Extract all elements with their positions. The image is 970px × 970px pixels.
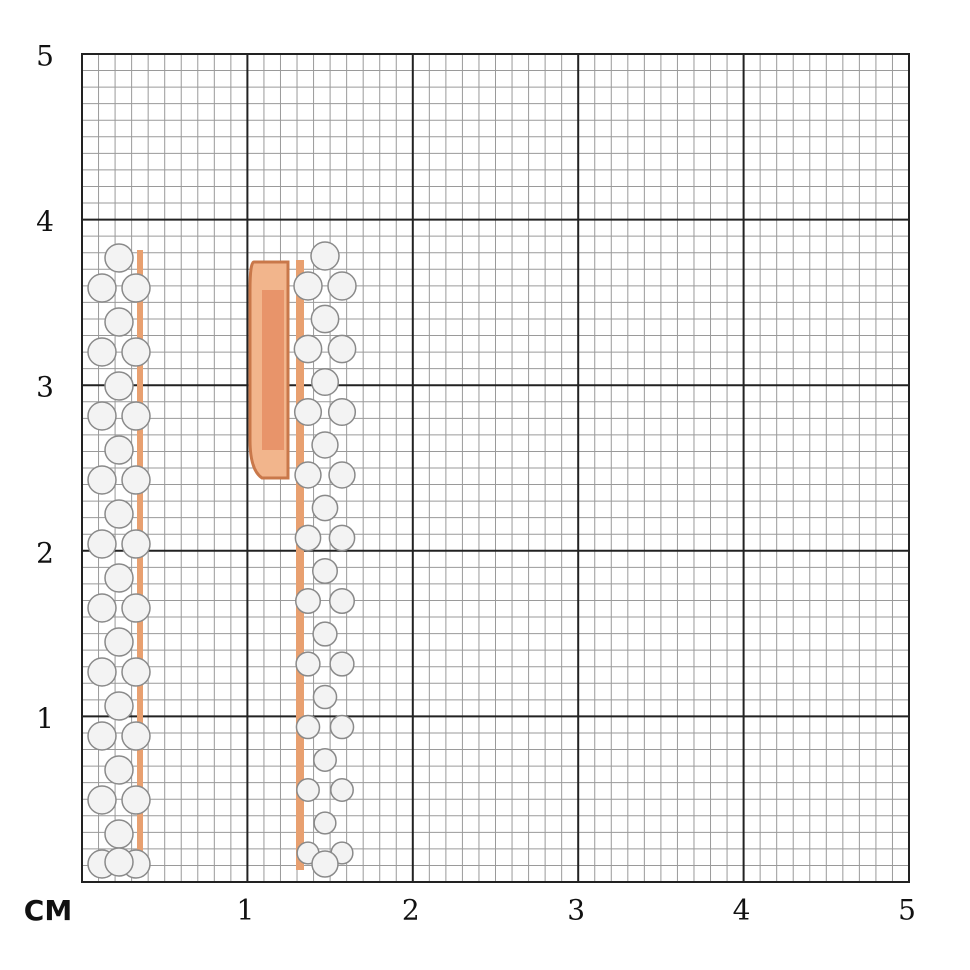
diamond [104,307,134,337]
diamond [329,714,355,740]
earrings [87,241,357,879]
scale-labels: 1 2 3 4 5 1 2 3 4 5 [36,40,916,927]
diamond [104,563,134,593]
diamond [104,819,134,849]
diamond [294,524,322,552]
diamond [312,684,338,710]
diamond [104,371,134,401]
diamond [294,461,322,489]
diamond [104,847,134,877]
diamond [310,304,340,334]
x-scale-label: 1 [236,894,254,927]
diamond [311,850,339,878]
diamond [104,627,134,657]
diamond [311,494,339,522]
diamond [327,271,357,301]
diamond [295,588,321,614]
diamond [310,241,340,271]
diamond [87,785,117,815]
y-scale-label: 4 [36,205,54,238]
y-scale-label: 3 [36,371,54,404]
diamond [295,714,321,740]
diamond [293,397,323,427]
diamond [104,691,134,721]
x-scale-label: 2 [402,894,420,927]
diamond [328,461,356,489]
y-scale-label: 5 [36,40,54,73]
diamond [121,785,151,815]
diamond [87,465,117,495]
minor-grid [82,54,909,882]
diamond [293,334,323,364]
diamond [311,431,339,459]
y-scale-label: 1 [36,702,54,735]
diamond [329,588,355,614]
diamond [121,273,151,303]
diamond [121,721,151,751]
diamond [87,593,117,623]
major-grid [82,53,910,882]
diamond [121,401,151,431]
diamond [104,435,134,465]
y-scale-label: 2 [36,536,54,569]
diamond [296,778,320,802]
diamond [330,778,354,802]
diamond [87,721,117,751]
diamond [104,499,134,529]
diamond [327,397,357,427]
x-scale-label: 4 [733,894,751,927]
x-scale-label: 3 [567,894,585,927]
diamond [329,651,355,677]
diamond [310,367,340,397]
diamond [121,337,151,367]
diamond [87,529,117,559]
diamond [313,748,337,772]
diamond [293,271,323,301]
diamond [328,524,356,552]
diamond [104,243,134,273]
diamond [295,651,321,677]
x-scale-label: 5 [898,894,916,927]
unit-label: CM [24,894,72,927]
diamond [121,593,151,623]
diamond [87,273,117,303]
diamond [312,621,338,647]
diamond [121,657,151,687]
diamond [312,558,338,584]
diamond [104,755,134,785]
diamond [121,529,151,559]
diamond [87,657,117,687]
diamond [87,401,117,431]
diamond [327,334,357,364]
diamond [313,811,337,835]
diamond [121,465,151,495]
diamond [87,337,117,367]
hook-inner [262,290,284,450]
